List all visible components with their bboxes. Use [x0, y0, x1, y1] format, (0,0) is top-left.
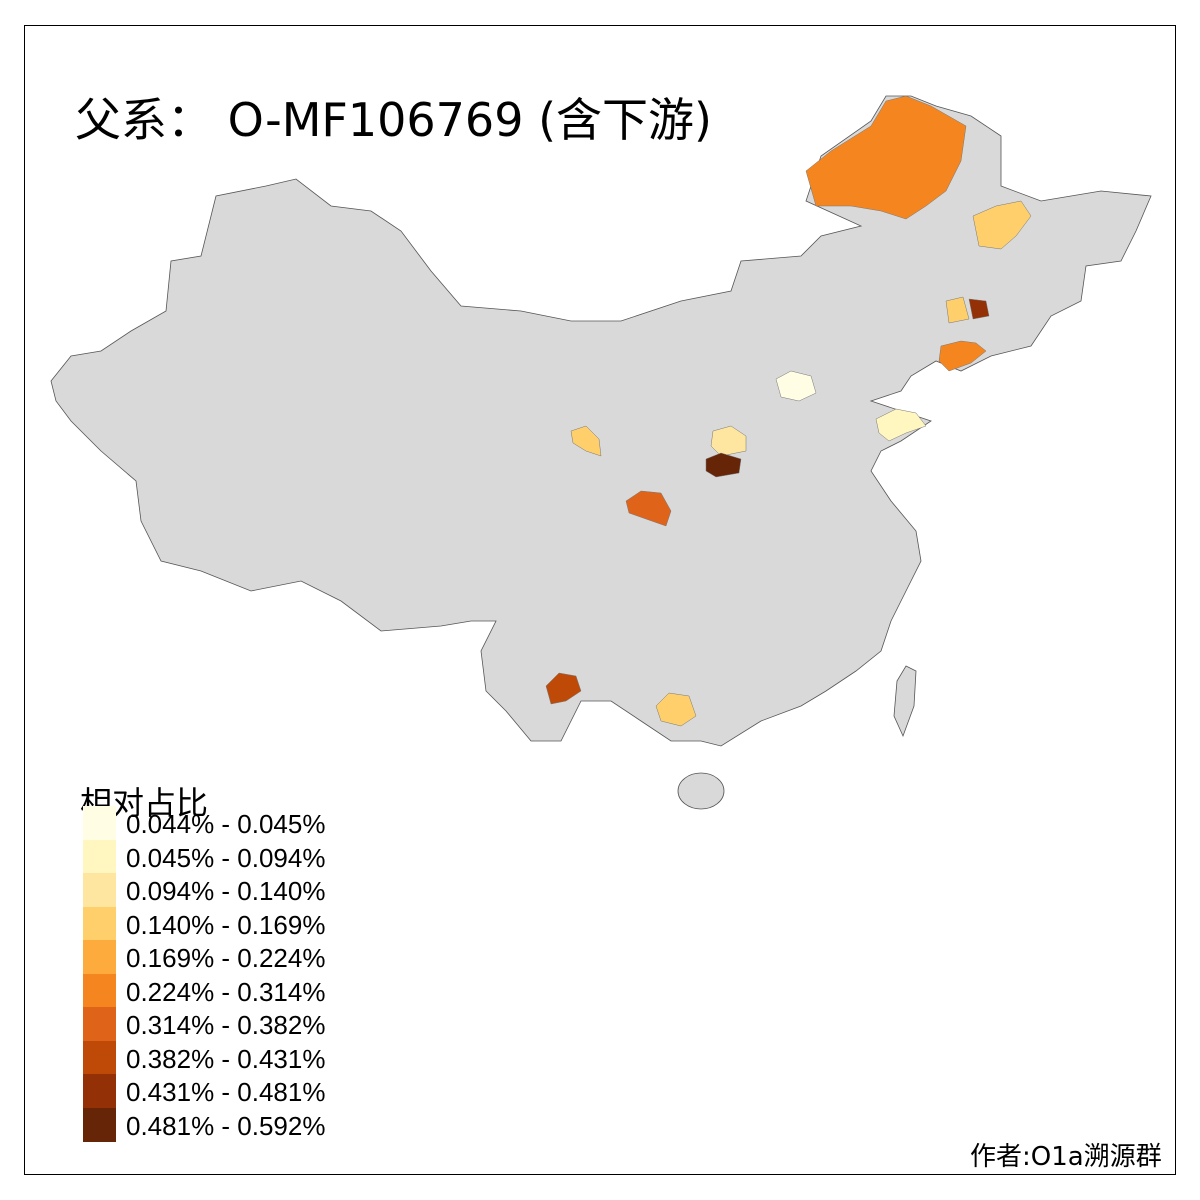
legend-item: 0.382% - 0.431% — [83, 1040, 383, 1075]
legend-swatch — [83, 940, 116, 974]
highlighted-region — [968, 298, 990, 320]
legend-swatch — [83, 1040, 116, 1075]
china-mainland — [50, 95, 1152, 747]
legend-label: 0.045% - 0.094% — [126, 842, 326, 873]
highlighted-region — [875, 408, 927, 442]
legend-item: 0.169% - 0.224% — [83, 940, 383, 974]
legend-label: 0.140% - 0.169% — [126, 909, 326, 940]
highlighted-regions — [545, 95, 1032, 727]
legend-swatch — [83, 973, 116, 1008]
highlighted-region — [710, 425, 747, 457]
legend-label: 0.224% - 0.314% — [126, 976, 326, 1007]
legend-item: 0.094% - 0.140% — [83, 873, 383, 907]
legend-swatch — [83, 1007, 116, 1041]
legend-label: 0.094% - 0.140% — [126, 876, 326, 906]
legend-item: 0.314% - 0.382% — [83, 1007, 383, 1041]
highlighted-region — [570, 425, 602, 457]
legend-item: 0.481% - 0.592% — [83, 1107, 383, 1142]
legend-item: 0.140% - 0.169% — [83, 906, 383, 941]
legend-swatch — [83, 906, 116, 941]
highlighted-region — [938, 340, 987, 372]
legend-label: 0.382% - 0.431% — [126, 1043, 326, 1074]
legend-item: 0.044% - 0.045% — [83, 806, 383, 840]
highlighted-region — [805, 95, 967, 220]
legend-label: 0.481% - 0.592% — [126, 1110, 326, 1141]
map-title: 父系： O-MF106769 (含下游) — [75, 93, 712, 147]
highlighted-region — [972, 200, 1032, 250]
legend-swatch — [83, 873, 116, 907]
highlighted-region — [625, 490, 672, 527]
legend-item: 0.224% - 0.314% — [83, 973, 383, 1008]
hainan — [677, 772, 725, 810]
highlighted-region — [545, 672, 582, 705]
china-map — [50, 95, 1152, 810]
legend-label: 0.314% - 0.382% — [126, 1010, 326, 1040]
highlighted-region — [945, 296, 970, 324]
author-credit: 作者:O1a溯源群 — [970, 1142, 1162, 1172]
legend-label: 0.431% - 0.481% — [126, 1077, 326, 1107]
legend-swatch — [83, 1074, 116, 1108]
map-frame: 父系： O-MF106769 (含下游) 相对占比 0.044% - 0.045… — [24, 25, 1176, 1175]
taiwan — [893, 665, 917, 738]
legend-label: 0.169% - 0.224% — [126, 943, 326, 973]
legend-item: 0.045% - 0.094% — [83, 839, 383, 874]
highlighted-region — [775, 370, 817, 402]
highlighted-region — [705, 452, 742, 478]
legend-item: 0.431% - 0.481% — [83, 1074, 383, 1108]
legend-swatch — [83, 839, 116, 874]
highlighted-region — [655, 692, 697, 727]
legend-swatch — [83, 1107, 116, 1142]
legend-label: 0.044% - 0.045% — [126, 809, 326, 839]
legend-swatch — [83, 806, 116, 840]
